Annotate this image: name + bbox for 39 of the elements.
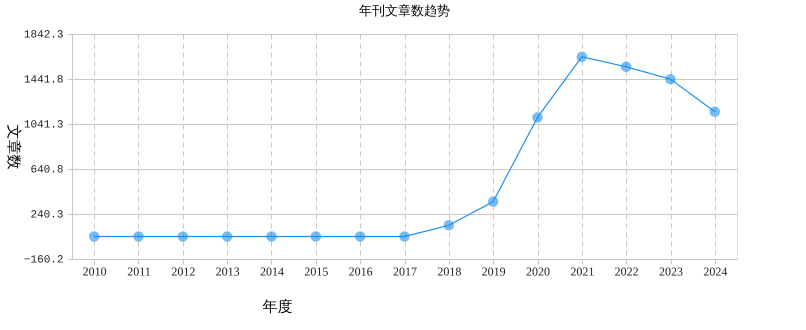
x-axis-title: 年度 — [262, 298, 292, 316]
chart-title: 年刊文章数趋势 — [359, 4, 450, 19]
x-tick-label: 2012 — [171, 264, 196, 278]
y-tick-label: 1041.3 — [24, 120, 64, 132]
x-tick-label: 2014 — [260, 264, 284, 278]
point — [444, 220, 454, 231]
point — [88, 231, 100, 242]
point — [665, 74, 676, 84]
x-tick-label: 2010 — [82, 264, 107, 278]
point — [354, 231, 366, 242]
point — [310, 231, 322, 242]
x-tick-label: 2021 — [570, 264, 594, 278]
y-tick-label: 1441.8 — [24, 74, 64, 86]
x-tick-label: 2015 — [304, 264, 328, 278]
x-tick-label: 2018 — [437, 264, 462, 278]
x-tick-label: 2019 — [482, 264, 506, 278]
point — [222, 231, 232, 242]
point — [133, 231, 144, 242]
y-tick-label: 640.8 — [30, 164, 64, 176]
point — [710, 106, 720, 118]
y-tick-label: 1842.3 — [24, 30, 64, 42]
x-tick-label: 2023 — [659, 264, 683, 278]
x-tick-label: 2017 — [393, 264, 417, 278]
x-tick-label: 2016 — [348, 264, 373, 278]
point — [620, 62, 632, 72]
point — [576, 51, 588, 62]
point — [266, 231, 277, 242]
y-tick-label: 240.3 — [30, 210, 64, 222]
y-tick-label: −160.2 — [24, 254, 64, 266]
point — [399, 231, 410, 242]
x-tick-label: 2020 — [526, 264, 550, 278]
point — [532, 112, 543, 123]
x-tick-label: 2011 — [127, 264, 151, 278]
point — [178, 231, 188, 242]
x-tick-label: 2022 — [614, 264, 639, 278]
x-tick-label: 2013 — [216, 264, 240, 278]
point — [488, 196, 498, 207]
x-tick-label: 2024 — [703, 264, 728, 278]
y-axis-title: 文章数 — [4, 124, 23, 170]
